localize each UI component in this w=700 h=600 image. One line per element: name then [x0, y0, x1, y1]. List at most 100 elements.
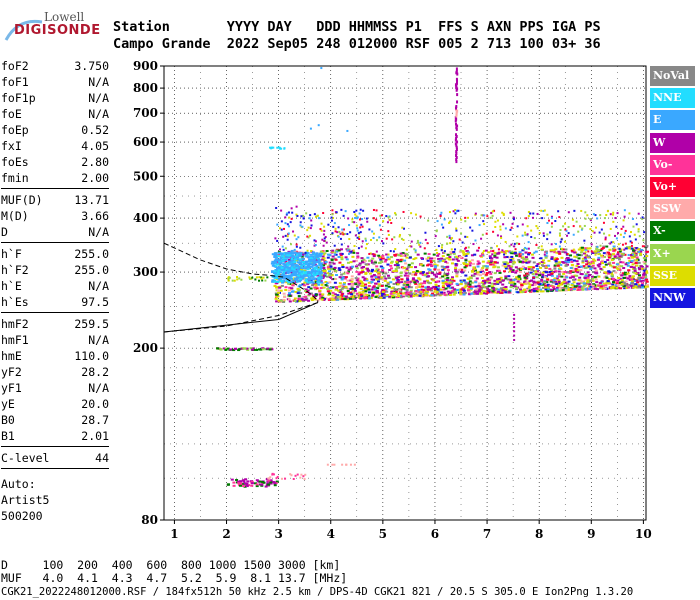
f-echo-upper: [490, 212, 493, 215]
f-echo: [287, 282, 291, 285]
f-echo: [326, 287, 330, 290]
f-echo: [509, 268, 513, 271]
f-echo: [348, 291, 352, 294]
f-echo: [594, 269, 598, 272]
f-echo: [333, 257, 337, 260]
f-echo: [566, 285, 570, 288]
f-echo: [476, 249, 480, 252]
f-echo: [330, 274, 334, 277]
interference-column: [455, 112, 458, 116]
y-tick-label: 900: [133, 59, 158, 73]
x-tick-label: 3: [274, 527, 282, 541]
f-echo-upper: [486, 215, 489, 218]
f-echo-upper: [603, 232, 606, 235]
f-echo: [612, 245, 616, 248]
e-echo-cluster: [288, 274, 292, 277]
f-echo: [406, 291, 410, 294]
f-echo: [584, 260, 588, 263]
f-echo-upper: [449, 242, 452, 245]
f-echo: [408, 272, 412, 275]
f-echo: [446, 281, 450, 284]
f-echo: [485, 265, 489, 268]
f-echo: [521, 290, 525, 293]
f-echo: [401, 251, 405, 254]
f-echo: [607, 270, 611, 273]
e-echo-cluster: [275, 256, 279, 259]
sparse-echo: [354, 216, 357, 219]
f-echo: [488, 281, 492, 284]
f-echo: [511, 281, 515, 284]
e-echo-cluster: [316, 260, 320, 263]
f-echo-upper: [497, 248, 500, 251]
f-echo-upper: [464, 216, 467, 219]
f-echo-upper: [399, 233, 402, 236]
f-echo: [471, 270, 475, 273]
f-echo: [380, 260, 384, 263]
f-echo-upper: [348, 250, 351, 253]
e-echo-cluster: [315, 252, 319, 255]
f-echo: [450, 262, 454, 265]
f-echo: [493, 279, 497, 282]
f-echo: [598, 263, 602, 266]
f-echo-upper: [321, 250, 324, 253]
f-echo: [407, 263, 411, 266]
f-echo: [330, 258, 334, 261]
f-echo-upper: [466, 235, 469, 238]
sparse-echo: [340, 208, 343, 211]
f-echo-upper: [280, 220, 283, 223]
f-echo: [614, 271, 618, 274]
param-row: foF1p N/A: [1, 90, 109, 106]
f-echo-upper: [372, 232, 375, 235]
f-echo: [383, 260, 387, 263]
e-echo-cluster: [279, 262, 283, 265]
f-echo: [297, 290, 301, 293]
f-echo: [621, 253, 625, 256]
f-echo: [552, 281, 556, 284]
f-echo: [507, 264, 511, 267]
f-echo: [454, 255, 458, 258]
es-echo: [275, 480, 279, 483]
e-echo: [226, 347, 230, 350]
es-echo: [242, 485, 246, 488]
f-echo: [606, 280, 610, 283]
f-echo: [611, 285, 615, 288]
f-echo: [437, 257, 441, 260]
f-echo: [424, 293, 428, 296]
f-echo: [484, 290, 488, 293]
f-echo: [409, 292, 413, 295]
f-echo-upper: [555, 242, 558, 245]
f-echo: [572, 259, 576, 262]
f-echo: [574, 270, 578, 273]
f-echo-upper: [287, 225, 290, 228]
f-echo: [555, 263, 559, 266]
f-echo: [541, 259, 545, 262]
echo-point: [317, 124, 320, 127]
f-echo: [274, 292, 278, 295]
f-echo: [591, 271, 595, 274]
f-echo-upper: [606, 210, 609, 213]
interference-column: [455, 111, 458, 115]
f-echo: [504, 277, 508, 280]
f-echo: [513, 261, 517, 264]
f-echo-upper: [565, 229, 568, 232]
f-echo: [486, 278, 490, 281]
param-row: B1 2.01: [1, 428, 109, 444]
f-echo-upper: [436, 251, 439, 254]
f-echo: [554, 248, 558, 251]
f-echo-upper: [613, 247, 616, 250]
f-echo: [441, 260, 445, 263]
param-key: foF1: [1, 75, 29, 89]
f-echo: [525, 288, 529, 291]
f-echo: [578, 285, 582, 288]
f-echo: [515, 288, 519, 291]
f-echo: [514, 278, 518, 281]
f-echo: [479, 292, 483, 295]
f-echo: [565, 259, 569, 262]
f-echo: [399, 296, 403, 299]
f-echo-upper: [530, 229, 533, 232]
f-echo: [421, 271, 425, 274]
f-echo: [487, 288, 491, 291]
f-echo: [607, 282, 611, 285]
f-echo: [346, 279, 350, 282]
f-echo-upper: [440, 246, 443, 249]
